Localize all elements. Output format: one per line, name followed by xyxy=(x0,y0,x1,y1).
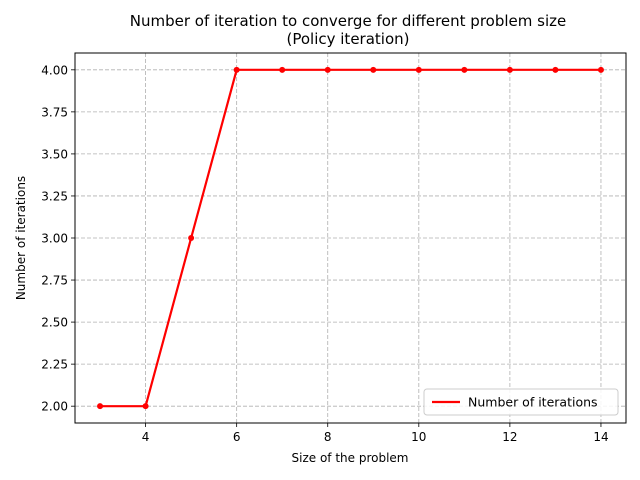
x-tick-label: 6 xyxy=(233,430,241,444)
y-tick-label: 3.50 xyxy=(41,147,68,161)
legend: Number of iterations xyxy=(423,388,619,416)
x-tick-label: 12 xyxy=(502,430,517,444)
data-point xyxy=(370,66,377,73)
data-point xyxy=(461,66,468,73)
data-point xyxy=(233,66,240,73)
data-point xyxy=(415,66,422,73)
y-tick-label: 2.00 xyxy=(41,400,68,414)
data-point xyxy=(97,403,104,410)
data-point xyxy=(324,66,331,73)
x-axis-label: Size of the problem xyxy=(292,451,409,465)
x-tick-label: 4 xyxy=(142,430,150,444)
y-tick-label: 4.00 xyxy=(41,63,68,77)
plot-area-frame xyxy=(74,52,627,424)
data-point xyxy=(506,66,513,73)
x-axis-ticks: 4 6 8 10 12 14 xyxy=(142,423,609,444)
x-tick-label: 8 xyxy=(324,430,332,444)
series-line xyxy=(100,68,601,408)
y-tick-label: 2.75 xyxy=(41,274,68,288)
x-tick-label: 10 xyxy=(411,430,426,444)
y-tick-label: 2.25 xyxy=(41,358,68,372)
y-tick-label: 3.25 xyxy=(41,189,68,203)
y-tick-label: 3.00 xyxy=(41,232,68,246)
x-tick-label: 14 xyxy=(593,430,608,444)
data-point xyxy=(188,235,195,241)
data-point xyxy=(142,403,149,410)
chart-title-line1: Number of iteration to converge for diff… xyxy=(130,12,566,30)
y-axis-label: Number of iterations xyxy=(14,176,28,300)
series-group xyxy=(97,66,604,410)
data-point xyxy=(279,66,286,73)
legend-box xyxy=(423,388,619,416)
legend-label: Number of iterations xyxy=(468,395,598,410)
chart-title-line2: (Policy iteration) xyxy=(287,30,410,48)
data-point xyxy=(597,66,604,73)
y-tick-label: 3.75 xyxy=(41,105,68,119)
y-axis-ticks: 2.00 2.25 2.50 2.75 3.00 3.25 3.50 3.75 4.00 xyxy=(41,63,75,414)
y-tick-label: 2.50 xyxy=(41,316,68,330)
data-point xyxy=(552,66,559,73)
